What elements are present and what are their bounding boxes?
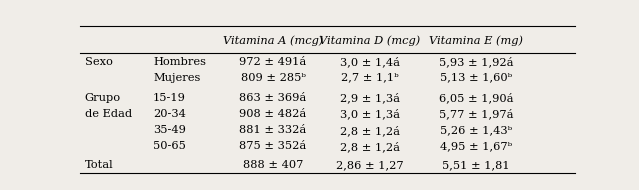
Text: 35-49: 35-49 — [153, 125, 186, 135]
Text: 863 ± 369á: 863 ± 369á — [240, 93, 307, 103]
Text: Vitamina D (mcg): Vitamina D (mcg) — [319, 36, 420, 46]
Text: 2,86 ± 1,27: 2,86 ± 1,27 — [335, 160, 403, 170]
Text: 875 ± 352á: 875 ± 352á — [240, 141, 307, 151]
Text: Vitamina E (mg): Vitamina E (mg) — [429, 36, 523, 46]
Text: 972 ± 491á: 972 ± 491á — [240, 57, 307, 66]
Text: 5,51 ± 1,81: 5,51 ± 1,81 — [442, 160, 510, 170]
Text: 3,0 ± 1,4á: 3,0 ± 1,4á — [339, 56, 399, 67]
Text: Grupo: Grupo — [85, 93, 121, 103]
Text: 5,77 ± 1,97á: 5,77 ± 1,97á — [439, 109, 513, 120]
Text: 5,26 ± 1,43ᵇ: 5,26 ± 1,43ᵇ — [440, 125, 512, 135]
Text: 6,05 ± 1,90á: 6,05 ± 1,90á — [439, 93, 513, 104]
Text: 2,7 ± 1,1ᵇ: 2,7 ± 1,1ᵇ — [341, 73, 399, 83]
Text: Sexo: Sexo — [85, 57, 112, 66]
Text: 50-65: 50-65 — [153, 141, 186, 151]
Text: 888 ± 407: 888 ± 407 — [243, 160, 303, 170]
Text: 2,8 ± 1,2á: 2,8 ± 1,2á — [339, 141, 399, 152]
Text: Vitamina A (mcg): Vitamina A (mcg) — [223, 36, 323, 46]
Text: 20-34: 20-34 — [153, 109, 186, 119]
Text: 5,93 ± 1,92á: 5,93 ± 1,92á — [439, 56, 513, 67]
Text: 15-19: 15-19 — [153, 93, 186, 103]
Text: 881 ± 332á: 881 ± 332á — [240, 125, 307, 135]
Text: de Edad: de Edad — [85, 109, 132, 119]
Text: Mujeres: Mujeres — [153, 73, 201, 83]
Text: Hombres: Hombres — [153, 57, 206, 66]
Text: 4,95 ± 1,67ᵇ: 4,95 ± 1,67ᵇ — [440, 141, 512, 151]
Text: 2,9 ± 1,3á: 2,9 ± 1,3á — [339, 93, 399, 104]
Text: Total: Total — [85, 160, 114, 170]
Text: 5,13 ± 1,60ᵇ: 5,13 ± 1,60ᵇ — [440, 73, 512, 83]
Text: 2,8 ± 1,2á: 2,8 ± 1,2á — [339, 125, 399, 136]
Text: 809 ± 285ᵇ: 809 ± 285ᵇ — [240, 73, 305, 83]
Text: 908 ± 482á: 908 ± 482á — [240, 109, 307, 119]
Text: 3,0 ± 1,3á: 3,0 ± 1,3á — [339, 109, 399, 120]
